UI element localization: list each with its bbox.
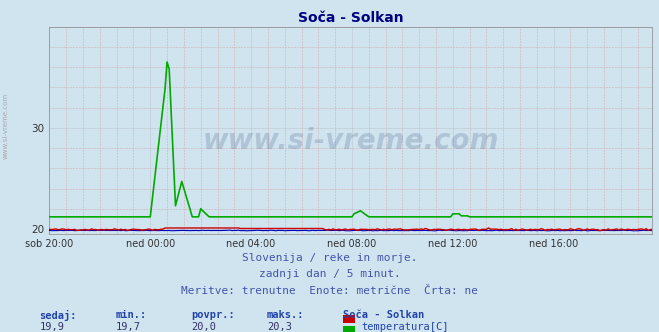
Text: zadnji dan / 5 minut.: zadnji dan / 5 minut. (258, 269, 401, 279)
Text: sedaj:: sedaj: (40, 310, 77, 321)
Text: Soča - Solkan: Soča - Solkan (343, 310, 424, 320)
Title: Soča - Solkan: Soča - Solkan (298, 11, 404, 25)
Text: www.si-vreme.com: www.si-vreme.com (2, 93, 9, 159)
Text: min.:: min.: (115, 310, 146, 320)
Text: 19,7: 19,7 (115, 322, 140, 332)
Text: Slovenija / reke in morje.: Slovenija / reke in morje. (242, 253, 417, 263)
Text: Meritve: trenutne  Enote: metrične  Črta: ne: Meritve: trenutne Enote: metrične Črta: … (181, 286, 478, 296)
Text: temperatura[C]: temperatura[C] (361, 322, 449, 332)
Text: 19,9: 19,9 (40, 322, 65, 332)
Text: maks.:: maks.: (267, 310, 304, 320)
Text: 20,3: 20,3 (267, 322, 292, 332)
Text: povpr.:: povpr.: (191, 310, 235, 320)
Text: www.si-vreme.com: www.si-vreme.com (203, 127, 499, 155)
Text: 20,0: 20,0 (191, 322, 216, 332)
